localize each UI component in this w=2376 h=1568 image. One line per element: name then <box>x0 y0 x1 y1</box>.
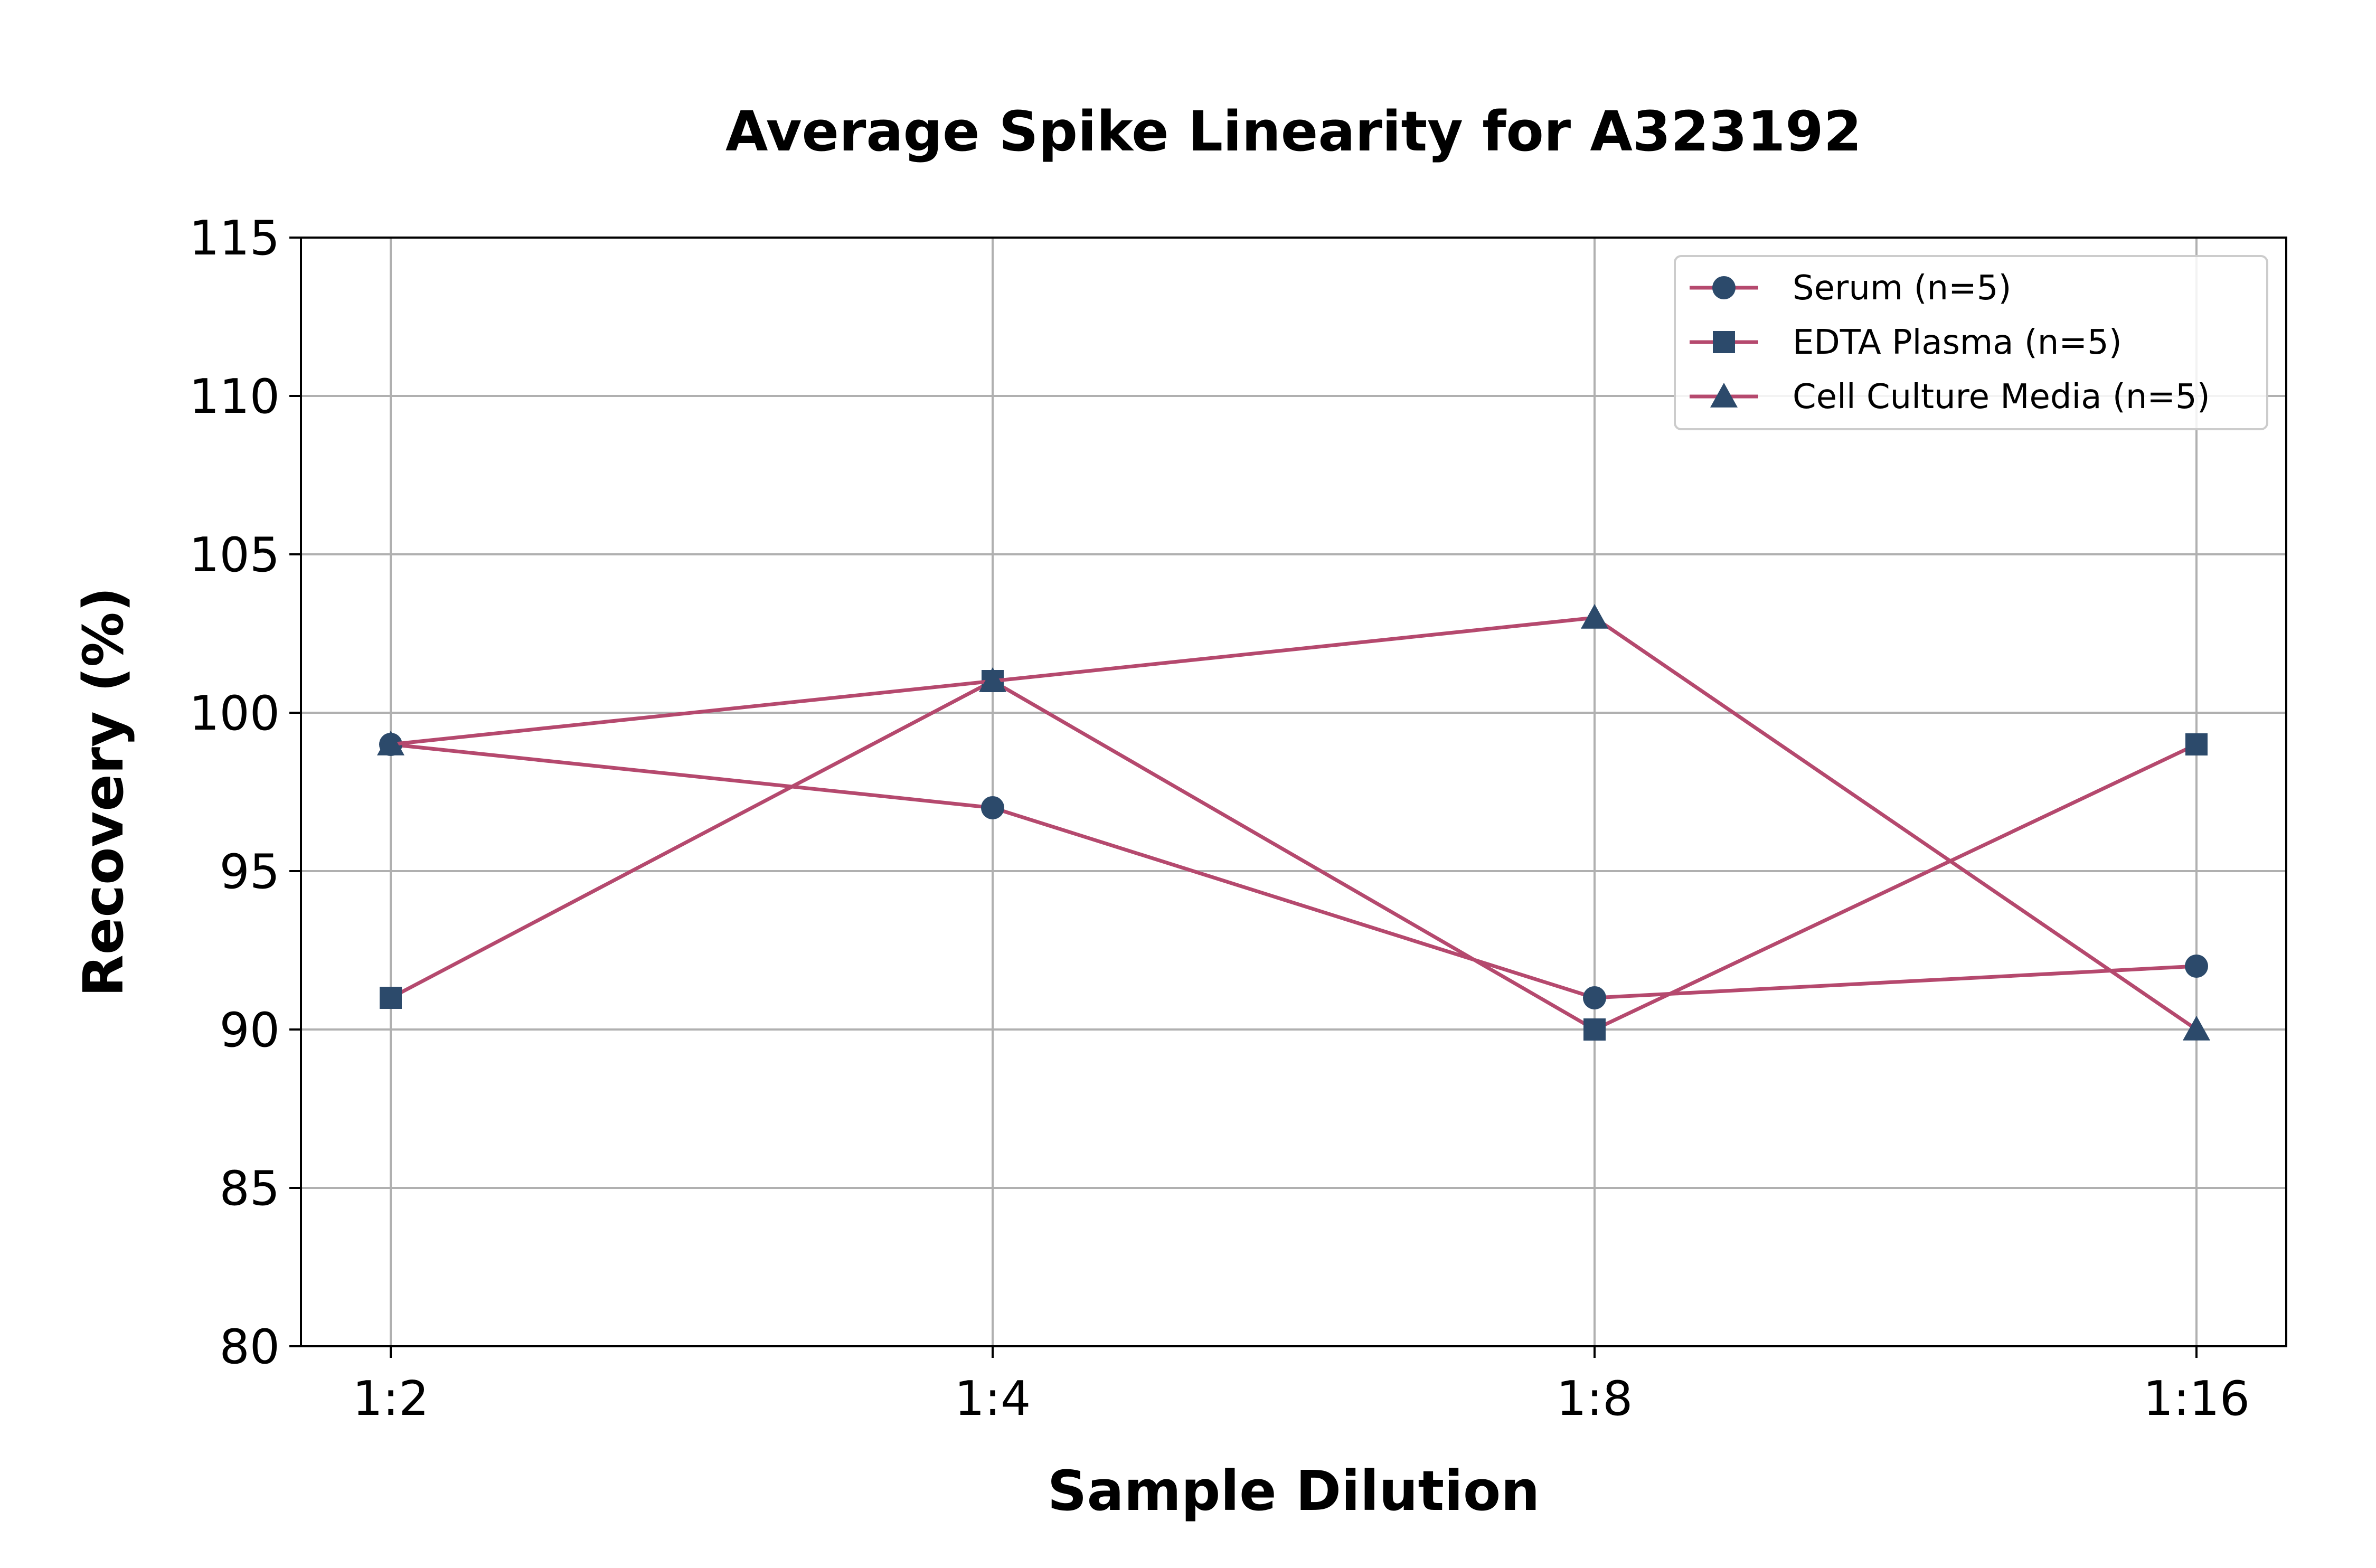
tick-layer: 80 85 90 95 100 105 110 115 1:2 1:4 1:8 1:16 <box>189 211 2250 1427</box>
chart-title: Average Spike Linearity for A323192 <box>725 99 1862 164</box>
legend-marker <box>1713 331 1735 353</box>
series-3 <box>377 604 2210 1041</box>
data-point <box>380 987 402 1009</box>
series-line <box>390 616 2198 1031</box>
series-line <box>390 679 2198 1032</box>
data-point <box>981 796 1004 819</box>
legend-item: Serum (n=5) <box>1690 269 2011 308</box>
x-tick-label: 1:4 <box>955 1371 1031 1427</box>
y-tick-label: 80 <box>219 1319 280 1375</box>
legend: Serum (n=5) EDTA Plasma (n=5) Cell Culture… <box>1674 255 2268 430</box>
x-axis-label: Sample Dilution <box>1048 1459 1540 1523</box>
data-point <box>2185 733 2208 755</box>
legend-marker <box>1712 276 1736 299</box>
x-tick-label: 1:16 <box>2143 1371 2250 1427</box>
series-2 <box>380 670 2208 1041</box>
data-point <box>2185 955 2208 978</box>
data-point <box>377 731 404 755</box>
series-layer <box>377 604 2210 1041</box>
data-point <box>979 667 1006 692</box>
data-point <box>1583 986 1606 1009</box>
series-line <box>390 742 2197 1000</box>
y-tick-label: 110 <box>189 369 280 424</box>
x-tick-label: 1:8 <box>1557 1371 1633 1427</box>
data-point <box>1581 604 1608 629</box>
y-tick-label: 115 <box>189 211 280 266</box>
y-tick-label: 100 <box>189 686 280 741</box>
data-point <box>1583 1018 1606 1041</box>
y-axis-label: Recovery (%) <box>71 587 136 997</box>
data-point <box>2183 1016 2210 1041</box>
legend-item: Cell Culture Media (n=5) <box>1690 377 2210 417</box>
legend-marker <box>1710 383 1738 408</box>
legend-label: Serum (n=5) <box>1793 269 2011 308</box>
plot-frame <box>300 237 2287 1347</box>
y-tick-label: 85 <box>219 1161 280 1216</box>
y-tick-label: 90 <box>219 1003 280 1058</box>
x-tick-label: 1:2 <box>353 1371 429 1427</box>
legend-label: EDTA Plasma (n=5) <box>1793 323 2122 362</box>
legend-items: Serum (n=5) EDTA Plasma (n=5) Cell Culture… <box>1690 269 2210 417</box>
y-tick-label: 95 <box>219 844 280 900</box>
y-tick-label: 105 <box>189 527 280 583</box>
legend-box <box>1674 255 2268 430</box>
legend-label: Cell Culture Media (n=5) <box>1793 377 2210 417</box>
legend-item: EDTA Plasma (n=5) <box>1690 323 2122 362</box>
